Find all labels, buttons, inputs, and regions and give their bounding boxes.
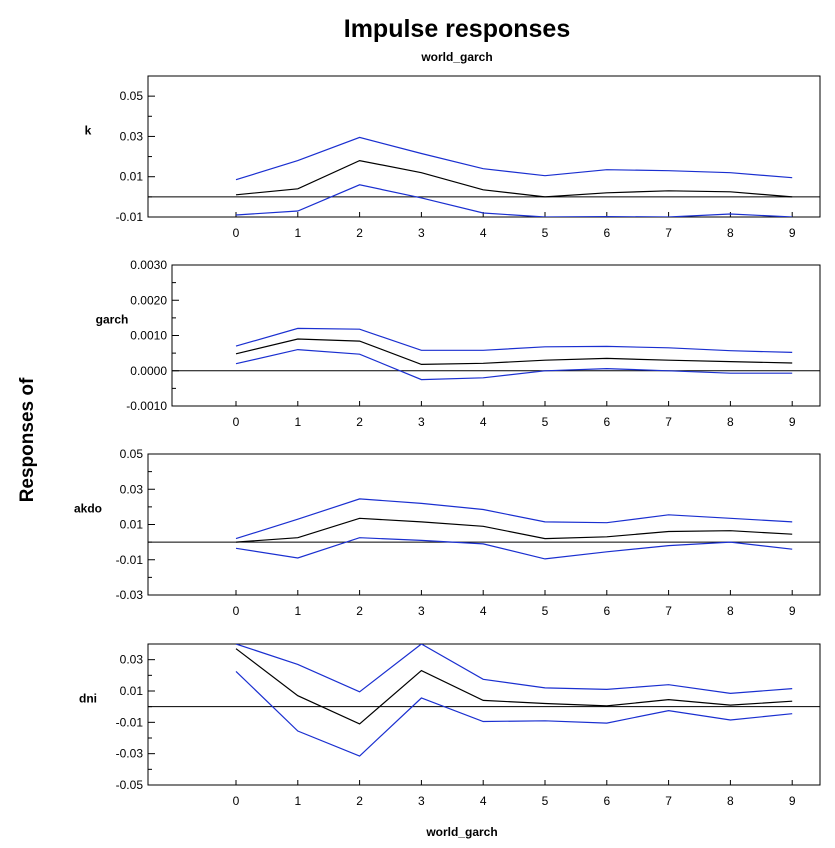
x-tick-label: 5: [542, 604, 549, 618]
panel-frame: [147, 75, 821, 218]
x-tick-label: 0: [233, 415, 240, 429]
y-tick-label: 0.0000: [130, 364, 167, 378]
response-line: [235, 648, 793, 725]
y-tick-label: -0.0010: [126, 399, 167, 413]
x-tick-label: 5: [542, 226, 549, 240]
x-tick-label: 6: [603, 604, 610, 618]
y-tick-label: 0.03: [120, 653, 144, 667]
x-tick-label: 7: [665, 226, 672, 240]
panel-akdo: 0.05 0.03 0.01 -0.01 -0.03 0 1 2 3 4 5 6 7 8 9 akdo: [74, 447, 821, 618]
response-line: [235, 159, 793, 198]
panel-frame: [147, 453, 821, 596]
x-tick-label: 4: [480, 604, 487, 618]
y-tick-label: 0.01: [120, 518, 144, 532]
panel-frame: [147, 643, 821, 786]
x-tick-label: 8: [727, 794, 734, 808]
x-tick-label: 3: [418, 226, 425, 240]
x-tick-label: 6: [603, 794, 610, 808]
y-tick-label: 0.01: [120, 684, 144, 698]
y-tick-label: 0.03: [120, 129, 144, 143]
x-tick-label: 8: [727, 604, 734, 618]
x-tick-label: 4: [480, 794, 487, 808]
row-label-garch: garch: [96, 313, 129, 327]
lower-band-line: [235, 537, 793, 560]
y-tick-label: 0.03: [120, 482, 144, 496]
x-tick-label: 9: [789, 794, 796, 808]
y-axis-label: Responses of: [17, 377, 38, 502]
upper-band-line: [235, 136, 793, 181]
upper-band-line: [235, 327, 793, 353]
x-tick-label: 0: [233, 604, 240, 618]
y-tick-label: 0.0020: [130, 293, 167, 307]
x-tick-label: 1: [294, 794, 301, 808]
panel-garch: 0.0030 0.0020 0.0010 0.0000 -0.0010 0 1 2 3 4 5 6 7 8…: [96, 258, 821, 429]
panel-dni: 0.03 0.01 -0.01 -0.03 -0.05 0 1 2 3 4 5 6 7 8 9 dni: [79, 643, 821, 808]
x-tick-label: 1: [294, 226, 301, 240]
x-axis-label: world_garch: [425, 825, 497, 839]
row-label-dni: dni: [79, 692, 97, 706]
upper-band-line: [235, 498, 793, 540]
x-tick-label: 3: [418, 604, 425, 618]
x-tick-label: 5: [542, 794, 549, 808]
y-tick-label: 0.0030: [130, 258, 167, 272]
panels-group: 0.05 0.03 0.01 -0.01 0 1 2 3 4 5 6 7 8 9 k 0.0030 0.0020…: [74, 75, 821, 808]
x-tick-label: 9: [789, 604, 796, 618]
x-tick-label: 6: [603, 226, 610, 240]
y-tick-label: 0.05: [120, 89, 144, 103]
x-tick-label: 2: [356, 604, 363, 618]
x-tick-label: 4: [480, 226, 487, 240]
chart-title: Impulse responses: [344, 15, 570, 43]
x-tick-label: 2: [356, 415, 363, 429]
response-line: [235, 338, 793, 366]
row-label-k: k: [85, 124, 92, 138]
y-tick-label: -0.03: [116, 747, 144, 761]
panel-frame: [171, 264, 821, 407]
y-tick-label: -0.05: [116, 778, 144, 792]
x-tick-label: 5: [542, 415, 549, 429]
x-tick-label: 3: [418, 794, 425, 808]
x-tick-label: 4: [480, 415, 487, 429]
upper-band-line: [235, 644, 793, 695]
y-tick-label: 0.0010: [130, 329, 167, 343]
y-tick-label: 0.05: [120, 447, 144, 461]
response-line: [235, 517, 793, 543]
x-tick-label: 0: [233, 794, 240, 808]
y-tick-label: -0.03: [116, 588, 144, 602]
lower-band-line: [235, 670, 793, 757]
x-tick-label: 0: [233, 226, 240, 240]
x-tick-label: 9: [789, 226, 796, 240]
lower-band-line: [235, 184, 793, 217]
x-tick-label: 6: [603, 415, 610, 429]
panel-k: 0.05 0.03 0.01 -0.01 0 1 2 3 4 5 6 7 8 9 k: [85, 75, 821, 240]
x-tick-label: 1: [294, 415, 301, 429]
x-tick-label: 1: [294, 604, 301, 618]
row-label-akdo: akdo: [74, 502, 102, 516]
x-tick-label: 2: [356, 226, 363, 240]
y-tick-label: -0.01: [116, 553, 144, 567]
y-tick-label: 0.01: [120, 170, 144, 184]
y-tick-label: -0.01: [116, 715, 144, 729]
y-tick-label: -0.01: [116, 210, 144, 224]
chart-subtitle: world_garch: [420, 50, 492, 64]
x-tick-label: 8: [727, 415, 734, 429]
x-tick-label: 7: [665, 604, 672, 618]
x-tick-label: 2: [356, 794, 363, 808]
x-tick-label: 8: [727, 226, 734, 240]
x-tick-label: 7: [665, 794, 672, 808]
lower-band-line: [235, 348, 793, 381]
x-tick-label: 7: [665, 415, 672, 429]
x-tick-label: 3: [418, 415, 425, 429]
x-tick-label: 9: [789, 415, 796, 429]
